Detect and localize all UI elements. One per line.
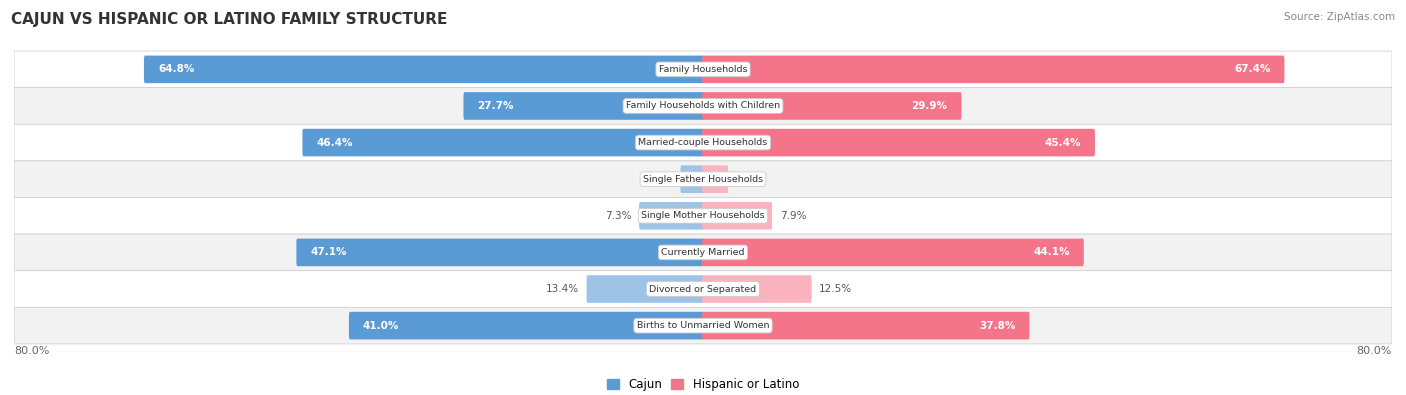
Text: 64.8%: 64.8% — [157, 64, 194, 74]
FancyBboxPatch shape — [464, 92, 704, 120]
Text: 29.9%: 29.9% — [911, 101, 948, 111]
FancyBboxPatch shape — [143, 56, 704, 83]
Text: 46.4%: 46.4% — [316, 137, 353, 148]
FancyBboxPatch shape — [640, 202, 704, 229]
FancyBboxPatch shape — [14, 307, 1392, 344]
FancyBboxPatch shape — [702, 202, 772, 229]
FancyBboxPatch shape — [702, 92, 962, 120]
FancyBboxPatch shape — [702, 166, 728, 193]
FancyBboxPatch shape — [14, 51, 1392, 88]
Text: Family Households with Children: Family Households with Children — [626, 102, 780, 111]
Text: 2.5%: 2.5% — [647, 174, 673, 184]
FancyBboxPatch shape — [14, 198, 1392, 234]
Text: 13.4%: 13.4% — [546, 284, 579, 294]
FancyBboxPatch shape — [702, 129, 1095, 156]
Text: 44.1%: 44.1% — [1033, 247, 1070, 258]
Text: 2.8%: 2.8% — [735, 174, 762, 184]
FancyBboxPatch shape — [681, 166, 704, 193]
Text: 27.7%: 27.7% — [478, 101, 513, 111]
Text: Single Mother Households: Single Mother Households — [641, 211, 765, 220]
Text: Divorced or Separated: Divorced or Separated — [650, 284, 756, 293]
FancyBboxPatch shape — [14, 161, 1392, 198]
Text: 45.4%: 45.4% — [1045, 137, 1081, 148]
Text: 80.0%: 80.0% — [1357, 346, 1392, 356]
FancyBboxPatch shape — [302, 129, 704, 156]
FancyBboxPatch shape — [702, 312, 1029, 339]
Text: 37.8%: 37.8% — [979, 321, 1015, 331]
Text: Source: ZipAtlas.com: Source: ZipAtlas.com — [1284, 12, 1395, 22]
Text: Single Father Households: Single Father Households — [643, 175, 763, 184]
Text: Currently Married: Currently Married — [661, 248, 745, 257]
FancyBboxPatch shape — [14, 234, 1392, 271]
Text: 67.4%: 67.4% — [1234, 64, 1271, 74]
FancyBboxPatch shape — [702, 275, 811, 303]
Text: 80.0%: 80.0% — [14, 346, 49, 356]
Text: 12.5%: 12.5% — [820, 284, 852, 294]
Text: 7.9%: 7.9% — [780, 211, 806, 221]
FancyBboxPatch shape — [14, 271, 1392, 307]
FancyBboxPatch shape — [702, 56, 1285, 83]
FancyBboxPatch shape — [14, 88, 1392, 124]
Text: CAJUN VS HISPANIC OR LATINO FAMILY STRUCTURE: CAJUN VS HISPANIC OR LATINO FAMILY STRUC… — [11, 12, 447, 27]
Text: Births to Unmarried Women: Births to Unmarried Women — [637, 321, 769, 330]
Text: 47.1%: 47.1% — [311, 247, 347, 258]
Legend: Cajun, Hispanic or Latino: Cajun, Hispanic or Latino — [602, 373, 804, 395]
Text: 7.3%: 7.3% — [605, 211, 631, 221]
Text: Married-couple Households: Married-couple Households — [638, 138, 768, 147]
FancyBboxPatch shape — [586, 275, 704, 303]
FancyBboxPatch shape — [702, 239, 1084, 266]
FancyBboxPatch shape — [14, 124, 1392, 161]
FancyBboxPatch shape — [349, 312, 704, 339]
Text: Family Households: Family Households — [659, 65, 747, 74]
Text: 41.0%: 41.0% — [363, 321, 399, 331]
FancyBboxPatch shape — [297, 239, 704, 266]
